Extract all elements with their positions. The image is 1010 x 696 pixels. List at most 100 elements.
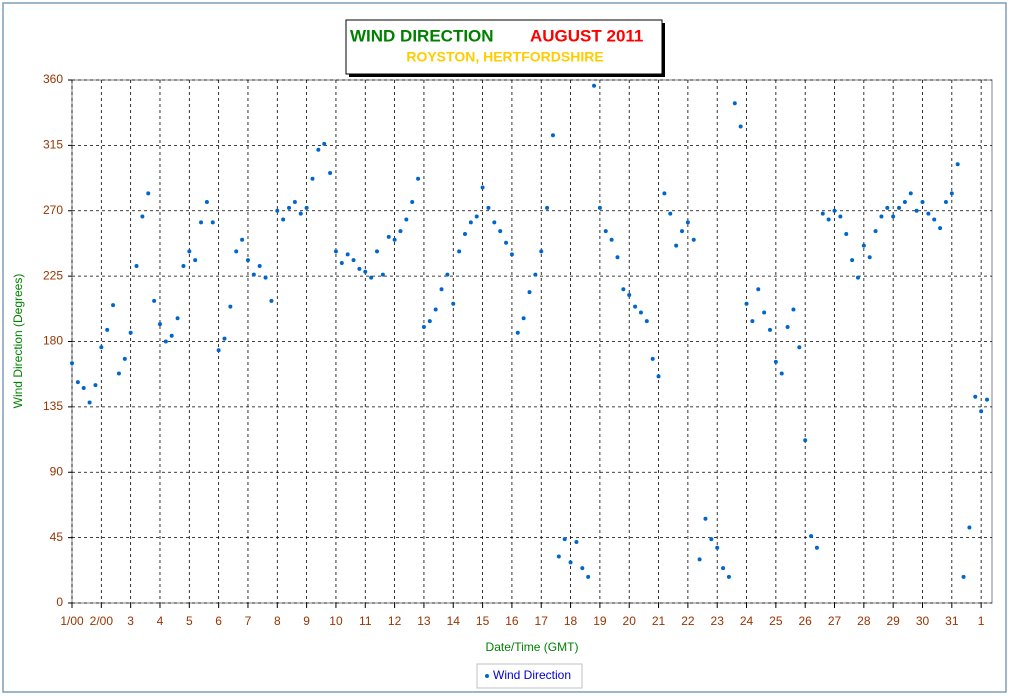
data-point (375, 249, 380, 254)
data-point (609, 237, 614, 242)
data-point (908, 191, 913, 196)
x-tick-label: 2/00 (90, 614, 114, 628)
data-point (574, 539, 579, 544)
data-point (785, 324, 790, 329)
data-point (586, 574, 591, 579)
y-tick-label: 180 (43, 334, 63, 348)
x-tick-label: 1/00 (60, 614, 84, 628)
data-point (287, 205, 292, 210)
data-point (662, 191, 667, 196)
x-tick-label: 10 (329, 614, 343, 628)
data-point (873, 229, 878, 234)
data-point (943, 200, 948, 205)
data-point (99, 345, 104, 350)
data-point (187, 249, 192, 254)
data-point (509, 252, 514, 257)
y-tick-label: 225 (43, 268, 63, 282)
data-point (70, 361, 74, 366)
x-tick-label: 24 (740, 614, 754, 628)
data-point (410, 200, 415, 205)
data-point (439, 287, 444, 292)
data-point (199, 220, 204, 225)
x-tick-label: 5 (186, 614, 193, 628)
data-point (181, 263, 186, 268)
data-point (116, 371, 121, 376)
data-point (985, 397, 990, 402)
data-point (240, 237, 245, 242)
data-point (427, 319, 432, 324)
data-point (850, 258, 855, 263)
data-point (979, 409, 984, 414)
data-point (668, 211, 673, 216)
data-point (861, 243, 866, 248)
data-point (281, 217, 286, 222)
data-point (891, 214, 896, 219)
data-point (627, 293, 632, 298)
x-tick-label: 11 (359, 614, 372, 628)
data-point (357, 266, 362, 271)
x-tick-label: 16 (505, 614, 519, 628)
x-tick-label: 14 (447, 614, 461, 628)
data-point (445, 272, 450, 277)
data-point (498, 229, 503, 234)
data-point (914, 208, 919, 213)
data-point (756, 287, 761, 292)
y-axis-label: Wind Direction (Degrees) (11, 274, 25, 409)
chart-title: WIND DIRECTION (350, 26, 494, 45)
x-tick-label: 3 (127, 614, 134, 628)
x-axis-label: Date/Time (GMT) (486, 640, 579, 654)
data-point (967, 525, 972, 530)
data-point (515, 330, 520, 335)
data-point (257, 263, 262, 268)
data-point (767, 327, 772, 332)
data-point (621, 287, 626, 292)
data-point (680, 229, 685, 234)
data-point (592, 83, 597, 88)
data-point (416, 176, 421, 181)
data-point (298, 211, 303, 216)
data-point (263, 275, 268, 280)
data-point (163, 339, 168, 344)
data-point (955, 162, 960, 167)
data-point (709, 537, 714, 542)
data-point (803, 438, 808, 443)
data-point (146, 191, 151, 196)
data-point (902, 200, 907, 205)
x-tick-label: 19 (593, 614, 607, 628)
data-point (304, 205, 309, 210)
data-point (691, 237, 696, 242)
data-point (210, 220, 215, 225)
data-point (380, 272, 385, 277)
data-point (779, 371, 784, 376)
y-tick-label: 270 (43, 203, 63, 217)
data-point (105, 327, 110, 332)
data-point (504, 240, 509, 245)
y-tick-label: 360 (43, 72, 63, 86)
data-point (797, 345, 802, 350)
data-point (597, 205, 602, 210)
data-point (134, 263, 139, 268)
data-point (234, 249, 239, 254)
data-point (228, 304, 233, 309)
data-point (855, 275, 860, 280)
data-point (222, 336, 227, 341)
data-point (369, 275, 374, 280)
data-point (316, 147, 321, 152)
data-point (545, 205, 550, 210)
y-tick-label: 315 (43, 138, 63, 152)
data-point (844, 231, 849, 236)
data-point (363, 269, 368, 274)
x-tick-label: 31 (945, 614, 959, 628)
y-tick-label: 0 (56, 595, 63, 609)
data-point (351, 258, 356, 263)
data-point (204, 200, 209, 205)
data-point (650, 356, 655, 361)
data-point (216, 348, 221, 353)
data-point (87, 400, 92, 405)
data-point (480, 185, 485, 190)
data-point (386, 234, 391, 239)
x-tick-label: 22 (681, 614, 695, 628)
data-point (814, 545, 819, 550)
